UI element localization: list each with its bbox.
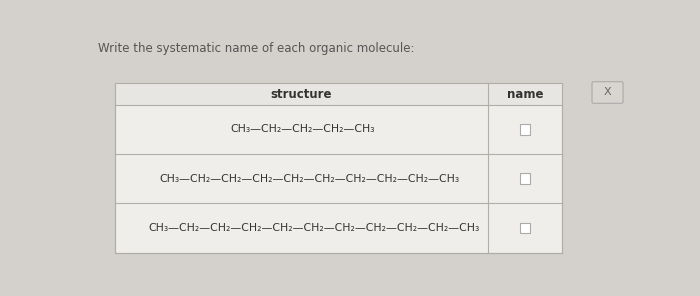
FancyBboxPatch shape [115,83,562,105]
FancyBboxPatch shape [115,83,562,253]
Text: name: name [507,88,543,101]
Text: CH₃—CH₂—CH₂—CH₂—CH₃: CH₃—CH₂—CH₂—CH₂—CH₃ [230,124,375,134]
FancyBboxPatch shape [592,82,623,103]
Text: structure: structure [271,88,332,101]
Text: X: X [603,88,611,97]
FancyBboxPatch shape [519,223,531,234]
Text: CH₃—CH₂—CH₂—CH₂—CH₂—CH₂—CH₂—CH₂—CH₂—CH₃: CH₃—CH₂—CH₂—CH₂—CH₂—CH₂—CH₂—CH₂—CH₂—CH₃ [160,174,460,184]
FancyBboxPatch shape [519,124,531,135]
FancyBboxPatch shape [519,173,531,184]
Text: Write the systematic name of each organic molecule:: Write the systematic name of each organi… [98,42,415,55]
Text: CH₃—CH₂—CH₂—CH₂—CH₂—CH₂—CH₂—CH₂—CH₂—CH₂—CH₃: CH₃—CH₂—CH₂—CH₂—CH₂—CH₂—CH₂—CH₂—CH₂—CH₂—… [148,223,480,233]
